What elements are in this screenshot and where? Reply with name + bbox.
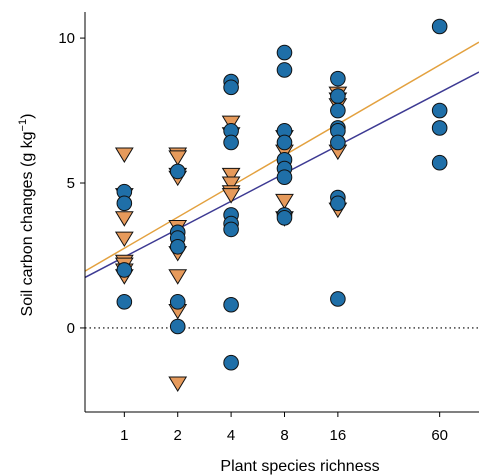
circle-point (276, 169, 293, 186)
circle-point (276, 209, 293, 226)
circle-point (116, 262, 133, 278)
circle-point (330, 70, 346, 87)
circle-point (223, 134, 239, 151)
circle-point (330, 134, 346, 151)
x-tick-label: 60 (431, 427, 448, 444)
y-tick-label: 0 (67, 320, 75, 337)
circle-point (431, 102, 448, 119)
triangle-point (114, 231, 134, 248)
circle-point (330, 291, 346, 307)
circle-point (330, 88, 346, 104)
triangle-point (168, 376, 188, 392)
y-tick-label: 10 (58, 30, 75, 47)
y-axis-title-superscript: −1 (17, 119, 29, 132)
triangle-point (168, 150, 188, 166)
axes: 0 5 10 1 2 4 8 16 60 (58, 12, 479, 444)
circle-point (116, 195, 133, 212)
triangle-point (168, 269, 188, 285)
circle-point (330, 102, 346, 119)
data-points (114, 18, 448, 392)
x-tick-label: 16 (330, 427, 347, 444)
circle-point (223, 79, 239, 96)
y-axis-title-close: ) (19, 114, 36, 119)
triangle-point (275, 193, 294, 210)
triangle-point (114, 211, 134, 227)
triangle-point (221, 188, 241, 204)
triangle-point (114, 147, 134, 163)
y-axis-title: Soil carbon changes (g kg−1) (17, 114, 36, 317)
circle-point (223, 296, 239, 313)
circle-point (223, 354, 239, 371)
circle-point (330, 195, 346, 212)
circle-point (169, 318, 186, 335)
circle-point (169, 238, 186, 255)
circle-point (169, 163, 186, 180)
x-tick-label: 2 (174, 427, 182, 444)
triangle-point (221, 167, 241, 184)
circle-point (223, 221, 239, 238)
x-tick-label: 8 (280, 427, 288, 444)
x-tick-label: 1 (120, 427, 128, 444)
x-axis-title: Plant species richness (220, 458, 379, 475)
circle-point (431, 154, 448, 171)
x-ticks: 1 2 4 8 16 60 (120, 412, 448, 444)
y-axis-title-main: Soil carbon changes (g kg (19, 131, 36, 316)
circle-point (431, 120, 448, 136)
circle-point (116, 294, 133, 310)
circle-point (169, 294, 186, 310)
circle-point (431, 18, 448, 35)
x-tick-label: 4 (227, 427, 235, 444)
triangle-point (221, 176, 241, 192)
circle-point (276, 134, 293, 151)
y-tick-label: 5 (67, 175, 75, 192)
y-ticks: 0 5 10 (58, 30, 85, 337)
circle-point (276, 44, 293, 61)
circle-point (276, 62, 293, 78)
